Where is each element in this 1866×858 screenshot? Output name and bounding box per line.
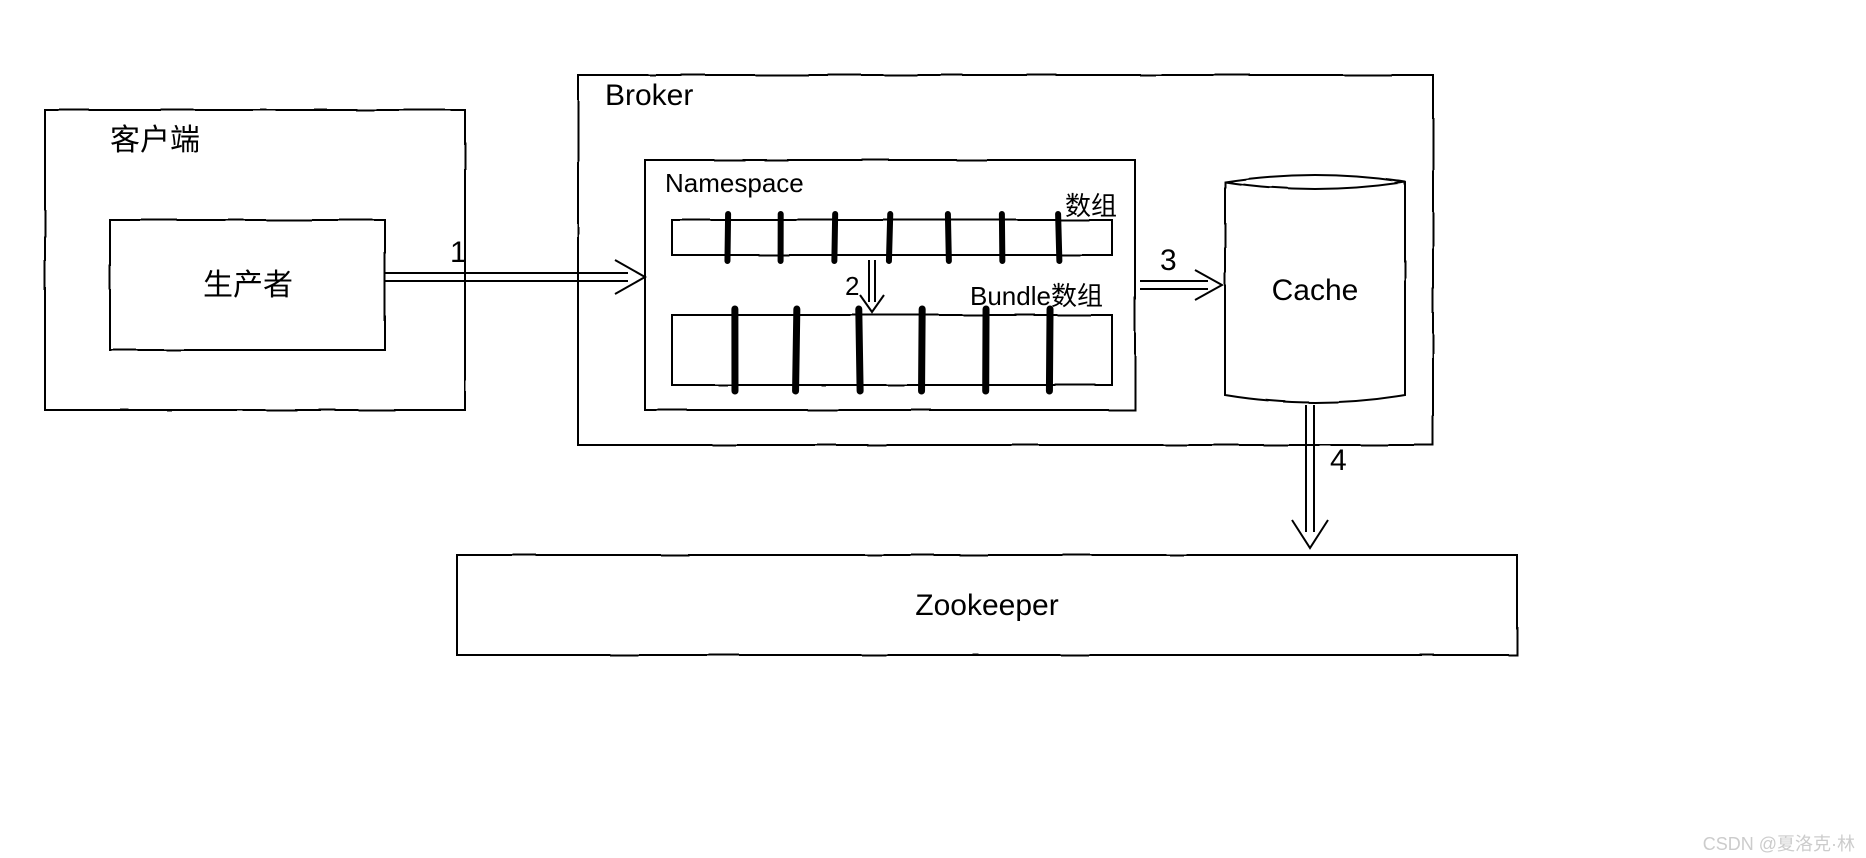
watermark: CSDN @夏洛克·林 bbox=[1703, 834, 1855, 854]
array1-label: 数组 bbox=[1065, 191, 1117, 221]
edge-4 bbox=[1292, 405, 1328, 548]
array2-ticks bbox=[735, 309, 1050, 391]
producer-label: 生产者 bbox=[203, 269, 293, 302]
client-label: 客户端 bbox=[110, 124, 200, 157]
edge-3-label: 3 bbox=[1160, 244, 1177, 277]
array2-label: Bundle数组 bbox=[970, 281, 1103, 311]
cache-label: Cache bbox=[1272, 274, 1359, 307]
edge-1 bbox=[385, 260, 645, 294]
edge-4-label: 4 bbox=[1330, 444, 1347, 477]
edge-2-label: 2 bbox=[845, 271, 859, 301]
array1-ticks bbox=[727, 214, 1059, 261]
edge-1-label: 1 bbox=[450, 236, 467, 269]
zookeeper-label: Zookeeper bbox=[915, 589, 1058, 622]
broker-label: Broker bbox=[605, 79, 693, 112]
edge-3 bbox=[1140, 270, 1222, 300]
client-box bbox=[45, 110, 465, 410]
broker-box bbox=[578, 75, 1433, 445]
edge-2 bbox=[860, 260, 884, 312]
namespace-label: Namespace bbox=[665, 168, 804, 198]
